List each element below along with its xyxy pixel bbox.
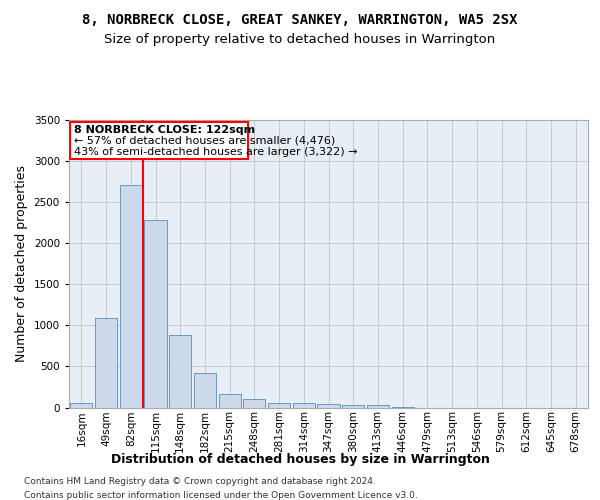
Y-axis label: Number of detached properties: Number of detached properties [15, 165, 28, 362]
Bar [293, 403, 315, 407]
Bar [218, 394, 241, 407]
Bar [169, 335, 191, 407]
Bar [194, 374, 216, 408]
Text: Contains HM Land Registry data © Crown copyright and database right 2024.: Contains HM Land Registry data © Crown c… [24, 478, 376, 486]
Bar [367, 406, 389, 407]
Text: ← 57% of detached houses are smaller (4,476): ← 57% of detached houses are smaller (4,… [74, 136, 335, 146]
Bar [70, 122, 248, 158]
Text: Contains public sector information licensed under the Open Government Licence v3: Contains public sector information licen… [24, 491, 418, 500]
Bar [392, 406, 414, 408]
Bar [342, 405, 364, 407]
Text: Size of property relative to detached houses in Warrington: Size of property relative to detached ho… [104, 32, 496, 46]
Text: 43% of semi-detached houses are larger (3,322) →: 43% of semi-detached houses are larger (… [74, 147, 358, 157]
Bar [317, 404, 340, 407]
Bar [243, 400, 265, 407]
Bar [119, 185, 142, 408]
Bar [70, 404, 92, 407]
Bar [268, 402, 290, 407]
Text: Distribution of detached houses by size in Warrington: Distribution of detached houses by size … [110, 452, 490, 466]
Bar [95, 318, 117, 408]
Bar [145, 220, 167, 408]
Text: 8, NORBRECK CLOSE, GREAT SANKEY, WARRINGTON, WA5 2SX: 8, NORBRECK CLOSE, GREAT SANKEY, WARRING… [82, 12, 518, 26]
Text: 8 NORBRECK CLOSE: 122sqm: 8 NORBRECK CLOSE: 122sqm [74, 125, 255, 135]
